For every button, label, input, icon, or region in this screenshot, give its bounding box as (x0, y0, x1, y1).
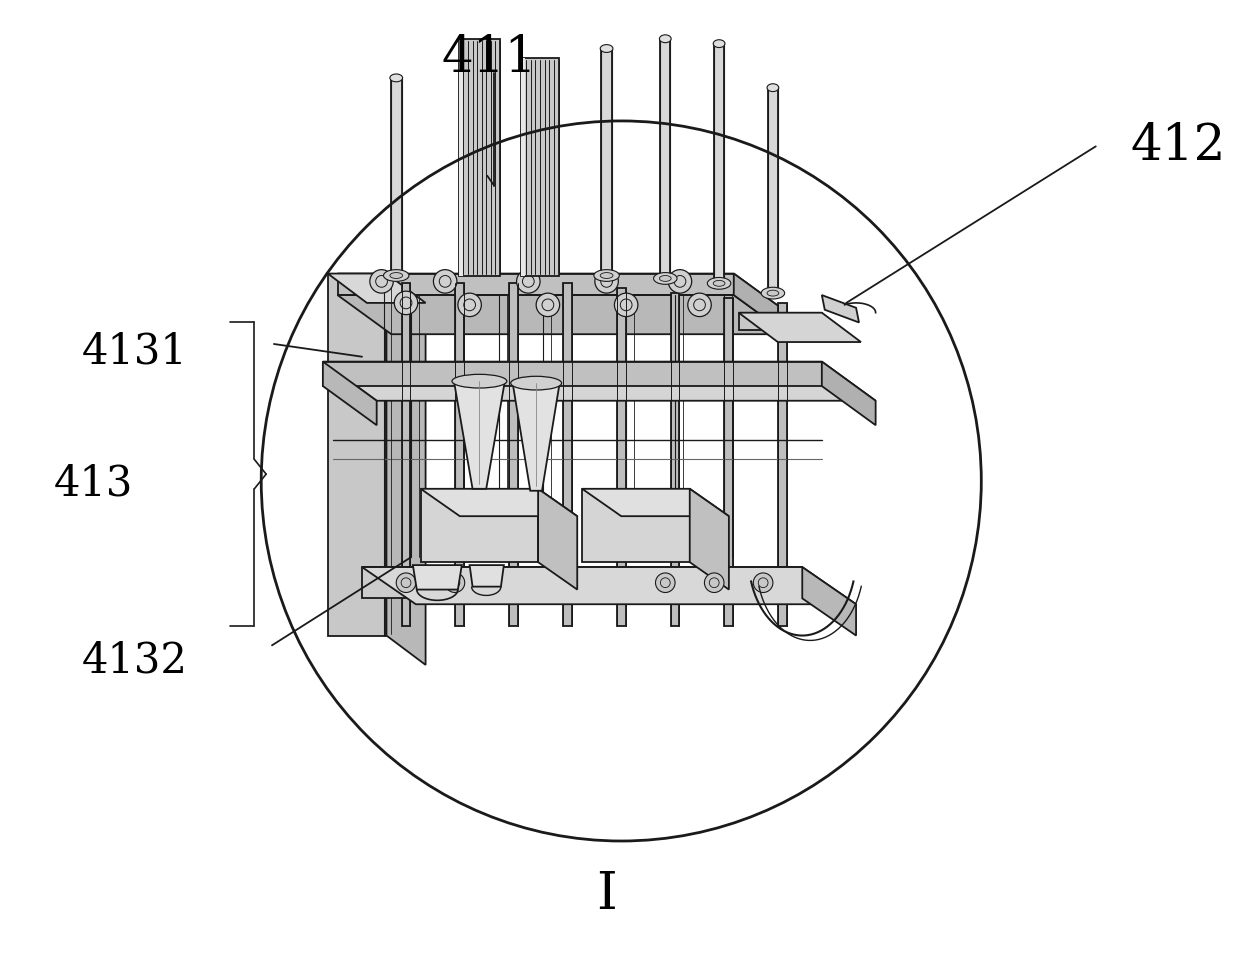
Circle shape (668, 269, 692, 293)
Polygon shape (387, 273, 425, 665)
Polygon shape (337, 273, 787, 313)
Polygon shape (391, 78, 402, 275)
Ellipse shape (389, 74, 403, 82)
Polygon shape (413, 565, 461, 590)
Polygon shape (739, 313, 861, 342)
Polygon shape (420, 489, 578, 516)
Circle shape (397, 573, 415, 593)
Ellipse shape (511, 376, 562, 390)
Ellipse shape (768, 83, 779, 91)
Circle shape (688, 293, 712, 316)
Circle shape (517, 269, 541, 293)
Polygon shape (563, 283, 572, 626)
Circle shape (394, 292, 418, 315)
Circle shape (458, 293, 481, 316)
Text: 412: 412 (1130, 122, 1225, 171)
Polygon shape (802, 567, 856, 636)
Polygon shape (322, 362, 822, 386)
Polygon shape (322, 362, 875, 401)
Polygon shape (522, 58, 559, 275)
Polygon shape (362, 567, 802, 598)
Circle shape (754, 573, 773, 593)
Polygon shape (362, 567, 856, 604)
Polygon shape (510, 283, 518, 626)
Polygon shape (455, 283, 464, 626)
Polygon shape (779, 303, 787, 626)
Polygon shape (822, 362, 875, 425)
Ellipse shape (707, 277, 730, 290)
Polygon shape (459, 38, 500, 275)
Polygon shape (661, 38, 670, 278)
Ellipse shape (761, 288, 785, 299)
Polygon shape (420, 489, 538, 562)
Ellipse shape (389, 272, 403, 278)
Ellipse shape (768, 291, 779, 296)
Polygon shape (822, 295, 859, 322)
Circle shape (595, 269, 619, 293)
Circle shape (370, 269, 393, 293)
Polygon shape (714, 44, 724, 283)
Polygon shape (734, 273, 787, 335)
Ellipse shape (653, 272, 677, 284)
Polygon shape (739, 313, 822, 330)
Ellipse shape (600, 45, 613, 53)
Polygon shape (538, 489, 578, 590)
Circle shape (434, 269, 456, 293)
Ellipse shape (383, 269, 409, 281)
Polygon shape (601, 49, 613, 275)
Polygon shape (459, 38, 463, 275)
Circle shape (614, 293, 637, 316)
Polygon shape (327, 273, 425, 303)
Text: 4132: 4132 (82, 639, 187, 681)
Circle shape (704, 573, 724, 593)
Polygon shape (768, 87, 777, 293)
Text: 413: 413 (53, 463, 133, 504)
Ellipse shape (713, 280, 725, 287)
Text: 4131: 4131 (82, 331, 187, 373)
Circle shape (656, 573, 675, 593)
Text: 411: 411 (441, 34, 537, 83)
Polygon shape (582, 489, 689, 562)
Polygon shape (522, 58, 526, 275)
Polygon shape (671, 293, 680, 626)
Polygon shape (616, 289, 626, 626)
Circle shape (536, 293, 559, 316)
Circle shape (445, 573, 465, 593)
Polygon shape (327, 273, 387, 636)
Ellipse shape (600, 272, 613, 278)
Text: I: I (596, 869, 618, 921)
Polygon shape (582, 489, 729, 516)
Polygon shape (337, 273, 734, 295)
Ellipse shape (594, 269, 619, 281)
Polygon shape (322, 362, 377, 425)
Polygon shape (689, 489, 729, 590)
Polygon shape (512, 384, 559, 491)
Ellipse shape (660, 35, 671, 42)
Ellipse shape (660, 275, 671, 281)
Ellipse shape (713, 39, 725, 48)
Ellipse shape (453, 374, 507, 388)
Polygon shape (402, 283, 410, 626)
Polygon shape (454, 381, 505, 489)
Polygon shape (724, 298, 733, 626)
Polygon shape (337, 295, 787, 335)
Polygon shape (470, 565, 503, 587)
